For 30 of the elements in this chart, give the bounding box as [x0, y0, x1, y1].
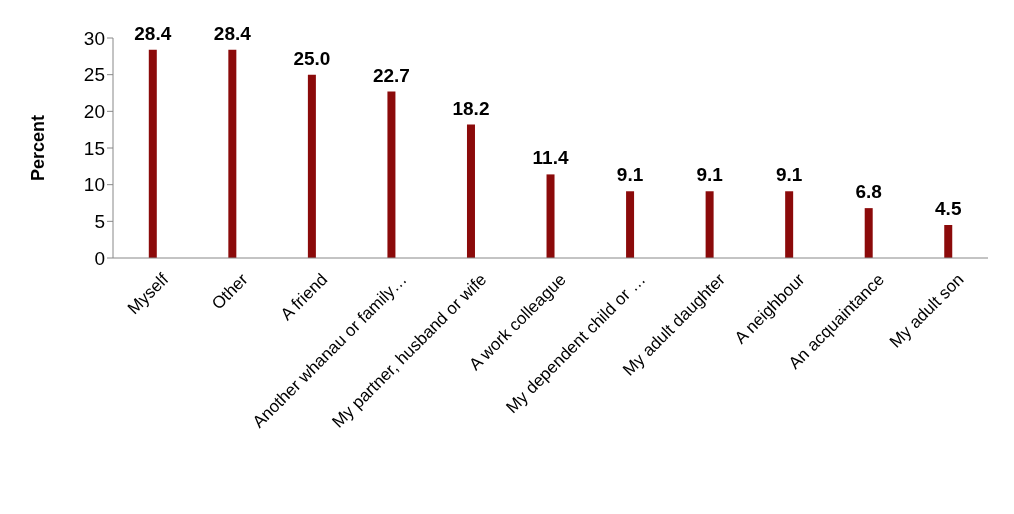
bar — [626, 191, 635, 258]
data-label: 9.1 — [775, 164, 803, 186]
y-tick-label: 20 — [83, 101, 105, 123]
y-tick-label: 25 — [83, 64, 105, 86]
bar — [864, 208, 873, 258]
data-label: 28.4 — [213, 22, 252, 44]
y-tick-label: 30 — [83, 27, 105, 49]
data-label: 22.7 — [372, 64, 410, 86]
data-label: 11.4 — [532, 147, 569, 169]
data-label: 25.0 — [293, 47, 331, 69]
bar — [705, 191, 714, 258]
data-label: 18.2 — [452, 97, 490, 119]
bar — [546, 174, 555, 258]
data-label: 4.5 — [935, 198, 962, 219]
y-axis-title: Percent — [28, 114, 49, 182]
data-label: 28.4 — [134, 22, 172, 44]
y-tick-label: 15 — [83, 137, 105, 159]
bar — [944, 225, 953, 258]
data-label: 6.8 — [855, 181, 882, 203]
bar — [228, 49, 237, 258]
bar — [387, 91, 396, 258]
data-label: 9.1 — [616, 164, 644, 186]
y-tick-label: 5 — [94, 211, 105, 233]
bar — [785, 191, 794, 258]
data-label: 9.1 — [696, 164, 724, 186]
bar — [307, 74, 316, 258]
y-tick-label: 10 — [83, 174, 105, 196]
y-tick-label: 0 — [94, 247, 105, 269]
bar — [148, 49, 157, 258]
bar — [466, 124, 475, 258]
